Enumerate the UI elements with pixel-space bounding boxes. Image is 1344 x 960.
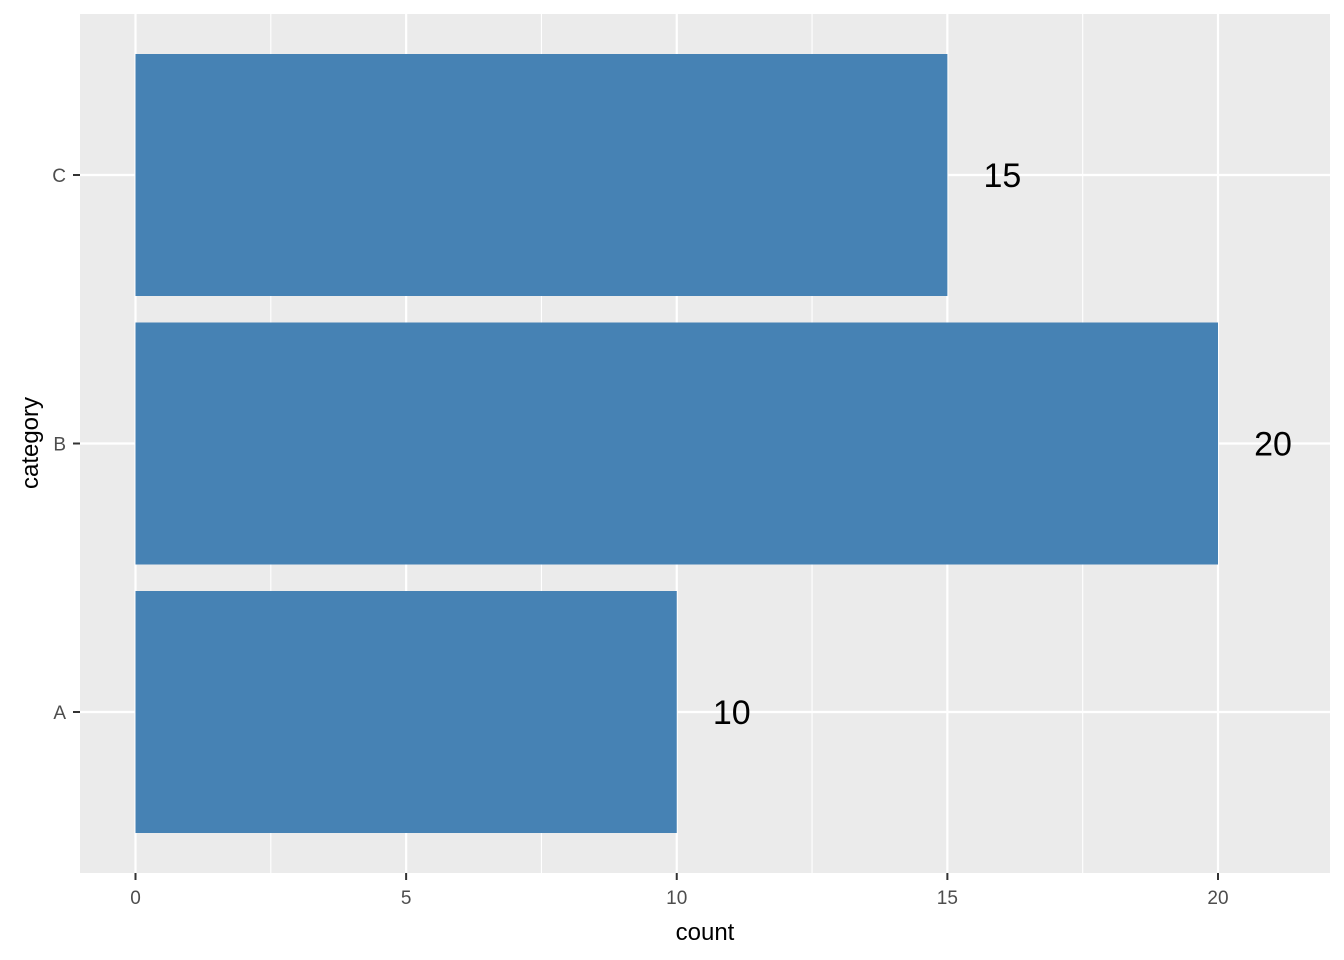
x-axis-title: count	[676, 919, 735, 946]
x-axis: 0 5 10 15 20	[130, 873, 1229, 909]
y-axis: A B C	[52, 166, 80, 724]
x-tick-label: 15	[937, 888, 958, 909]
bar-b	[135, 322, 1218, 565]
bar-c	[135, 54, 948, 296]
x-tick-label: 20	[1207, 888, 1228, 909]
x-tick-label: 5	[401, 888, 412, 909]
y-tick-label: A	[53, 703, 66, 724]
y-tick-label: C	[52, 166, 66, 187]
y-tick-label: B	[53, 435, 66, 456]
data-label-b: 20	[1254, 426, 1292, 464]
x-tick-label: 0	[130, 888, 141, 909]
bar-a	[135, 591, 677, 833]
data-label-c: 15	[983, 157, 1021, 195]
bars	[135, 54, 1218, 833]
data-label-a: 10	[713, 694, 751, 732]
y-axis-title: category	[17, 397, 44, 489]
x-tick-label: 10	[666, 888, 687, 909]
data-labels: 10 20 15	[713, 157, 1292, 732]
